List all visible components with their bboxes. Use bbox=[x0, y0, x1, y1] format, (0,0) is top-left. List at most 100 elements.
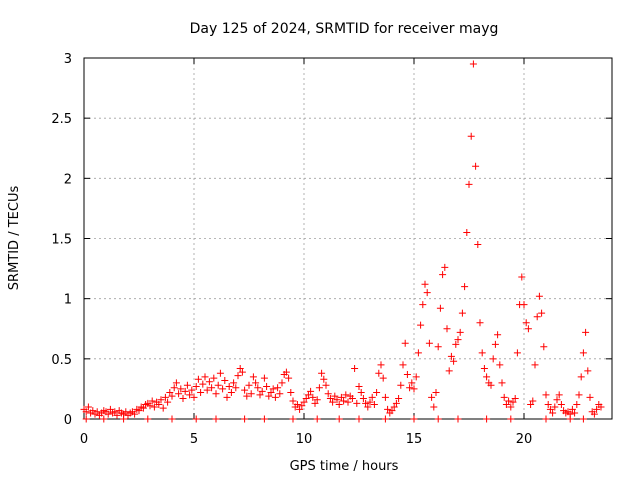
data-point-SRMTID bbox=[157, 396, 165, 404]
data-point-baseline bbox=[212, 415, 220, 423]
data-point-SRMTID bbox=[315, 384, 323, 392]
data-points bbox=[80, 60, 605, 423]
data-point-SRMTID bbox=[205, 378, 213, 386]
data-point-SRMTID bbox=[414, 349, 422, 357]
data-point-SRMTID bbox=[245, 381, 253, 389]
data-point-SRMTID bbox=[298, 402, 306, 410]
data-point-SRMTID bbox=[582, 328, 590, 336]
data-point-SRMTID bbox=[307, 387, 315, 395]
data-point-SRMTID bbox=[324, 390, 332, 398]
data-point-SRMTID bbox=[476, 319, 484, 327]
data-point-SRMTID bbox=[186, 391, 194, 399]
y-tick-label: 0 bbox=[64, 413, 72, 428]
data-point-SRMTID bbox=[320, 375, 328, 383]
data-point-SRMTID bbox=[293, 401, 301, 409]
data-point-SRMTID bbox=[84, 403, 92, 411]
data-point-SRMTID bbox=[577, 373, 585, 381]
data-point-SRMTID bbox=[254, 384, 262, 392]
data-point-SRMTID bbox=[366, 398, 374, 406]
data-point-SRMTID bbox=[234, 372, 242, 380]
data-point-baseline bbox=[260, 415, 268, 423]
data-point-SRMTID bbox=[238, 368, 246, 376]
data-point-SRMTID bbox=[419, 301, 427, 309]
data-point-SRMTID bbox=[469, 60, 477, 68]
data-point-SRMTID bbox=[177, 385, 185, 393]
data-point-SRMTID bbox=[256, 391, 264, 399]
y-tick-label: 1.5 bbox=[51, 233, 72, 248]
data-point-SRMTID bbox=[377, 361, 385, 369]
data-point-SRMTID bbox=[208, 384, 216, 392]
data-point-SRMTID bbox=[302, 395, 310, 403]
data-point-SRMTID bbox=[122, 408, 130, 416]
data-point-SRMTID bbox=[498, 379, 506, 387]
data-point-SRMTID bbox=[342, 391, 350, 399]
data-point-SRMTID bbox=[441, 263, 449, 271]
data-point-SRMTID bbox=[258, 387, 266, 395]
data-point-SRMTID bbox=[344, 398, 352, 406]
data-point-SRMTID bbox=[113, 411, 121, 419]
data-point-SRMTID bbox=[520, 301, 528, 309]
data-point-SRMTID bbox=[410, 385, 418, 393]
data-point-SRMTID bbox=[397, 381, 405, 389]
data-point-SRMTID bbox=[201, 373, 209, 381]
data-point-SRMTID bbox=[278, 379, 286, 387]
data-point-SRMTID bbox=[194, 375, 202, 383]
data-point-baseline bbox=[335, 415, 343, 423]
data-point-SRMTID bbox=[384, 405, 392, 413]
data-point-SRMTID bbox=[221, 376, 229, 384]
x-axis-label: GPS time / hours bbox=[290, 459, 399, 474]
data-point-SRMTID bbox=[287, 389, 295, 397]
data-point-SRMTID bbox=[381, 393, 389, 401]
data-point-SRMTID bbox=[489, 355, 497, 363]
data-point-SRMTID bbox=[181, 387, 189, 395]
data-point-SRMTID bbox=[428, 393, 436, 401]
data-point-SRMTID bbox=[540, 343, 548, 351]
axis-ticks: 0 0.5 1 1.5 2 2.5 3 0 5 10 15 20 bbox=[51, 52, 612, 447]
data-point-SRMTID bbox=[511, 395, 519, 403]
data-point-SRMTID bbox=[436, 304, 444, 312]
data-point-SRMTID bbox=[359, 395, 367, 403]
data-point-SRMTID bbox=[450, 357, 458, 365]
data-point-baseline bbox=[120, 415, 128, 423]
data-point-SRMTID bbox=[586, 393, 594, 401]
data-point-SRMTID bbox=[390, 403, 398, 411]
data-point-SRMTID bbox=[421, 280, 429, 288]
data-point-SRMTID bbox=[463, 228, 471, 236]
data-point-baseline bbox=[434, 415, 442, 423]
data-point-SRMTID bbox=[535, 292, 543, 300]
data-point-SRMTID bbox=[276, 390, 284, 398]
data-point-SRMTID bbox=[188, 386, 196, 394]
grid-lines bbox=[84, 58, 612, 419]
data-point-SRMTID bbox=[289, 397, 297, 405]
data-point-SRMTID bbox=[326, 395, 334, 403]
data-point-SRMTID bbox=[263, 383, 271, 391]
chart-title: Day 125 of 2024, SRMTID for receiver may… bbox=[190, 21, 499, 37]
data-point-SRMTID bbox=[225, 383, 233, 391]
data-point-SRMTID bbox=[212, 390, 220, 398]
data-point-baseline bbox=[289, 415, 297, 423]
y-tick-label: 1 bbox=[64, 293, 72, 308]
data-point-SRMTID bbox=[159, 404, 167, 412]
data-point-SRMTID bbox=[551, 403, 559, 411]
data-point-SRMTID bbox=[474, 241, 482, 249]
data-point-baseline bbox=[579, 415, 587, 423]
data-point-SRMTID bbox=[425, 339, 433, 347]
data-point-SRMTID bbox=[480, 364, 488, 372]
data-point-baseline bbox=[100, 415, 108, 423]
data-point-SRMTID bbox=[522, 319, 530, 327]
data-point-SRMTID bbox=[544, 401, 552, 409]
data-point-SRMTID bbox=[219, 385, 227, 393]
data-point-SRMTID bbox=[452, 340, 460, 348]
data-point-SRMTID bbox=[282, 368, 290, 376]
y-tick-label: 0.5 bbox=[51, 353, 72, 368]
data-point-SRMTID bbox=[478, 349, 486, 357]
data-point-SRMTID bbox=[111, 408, 119, 416]
data-point-SRMTID bbox=[502, 401, 510, 409]
data-point-SRMTID bbox=[533, 313, 541, 321]
data-point-baseline bbox=[144, 415, 152, 423]
data-point-SRMTID bbox=[249, 373, 257, 381]
data-point-SRMTID bbox=[203, 386, 211, 394]
data-point-SRMTID bbox=[223, 393, 231, 401]
data-point-baseline bbox=[168, 415, 176, 423]
data-point-SRMTID bbox=[403, 370, 411, 378]
